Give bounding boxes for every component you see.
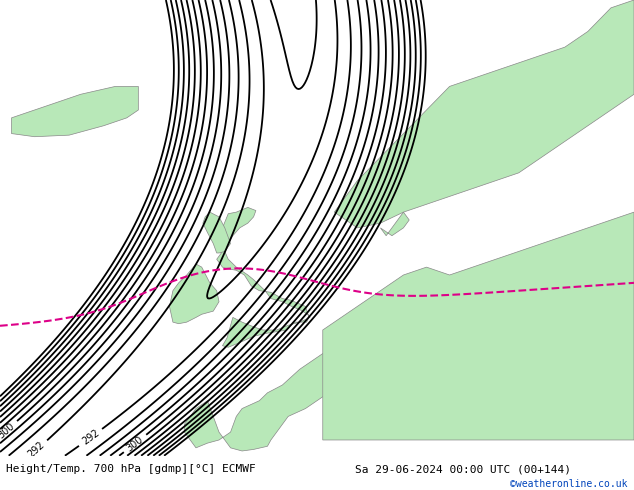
Polygon shape: [323, 212, 634, 440]
Text: 300: 300: [0, 420, 16, 440]
Text: Sa 29-06-2024 00:00 UTC (00+144): Sa 29-06-2024 00:00 UTC (00+144): [355, 465, 571, 474]
Polygon shape: [169, 264, 219, 324]
Polygon shape: [203, 212, 231, 253]
Polygon shape: [11, 86, 138, 137]
Text: 292: 292: [26, 440, 47, 460]
Text: Height/Temp. 700 hPa [gdmp][°C] ECMWF: Height/Temp. 700 hPa [gdmp][°C] ECMWF: [6, 465, 256, 474]
Text: ©weatheronline.co.uk: ©weatheronline.co.uk: [510, 479, 628, 489]
Polygon shape: [217, 207, 310, 347]
Polygon shape: [334, 0, 634, 228]
Polygon shape: [184, 330, 380, 451]
Polygon shape: [380, 212, 409, 236]
Text: 292: 292: [80, 428, 101, 447]
Text: 300: 300: [125, 434, 145, 453]
